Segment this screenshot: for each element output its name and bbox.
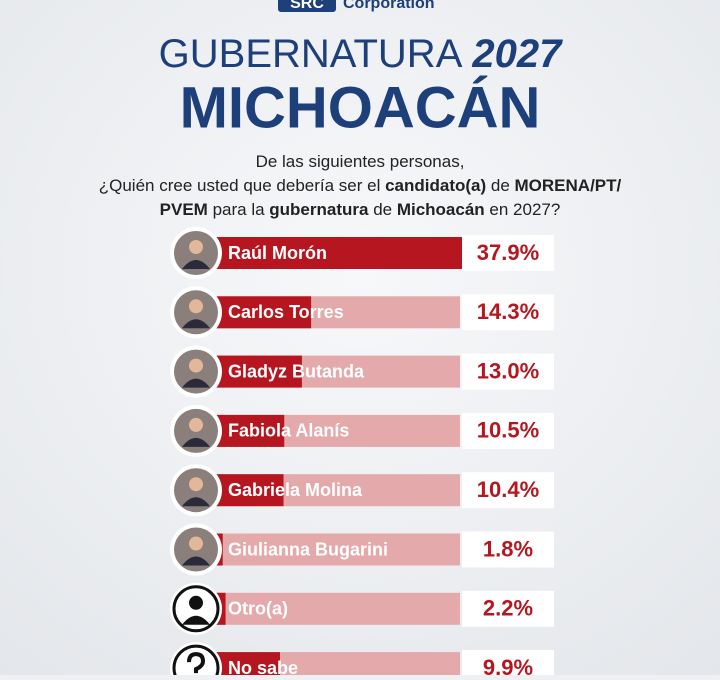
value-box — [462, 294, 554, 331]
question-segment: de — [486, 176, 514, 195]
category-label: Giulianna Bugarini — [228, 539, 388, 559]
category-label: Gabriela Molina — [228, 480, 363, 500]
question-segment: Michoacán — [397, 200, 485, 219]
question-line: PVEM para la gubernatura de Michoacán en… — [160, 200, 561, 219]
title-text: GUBERNATURA — [159, 32, 463, 76]
category-label: No sabe — [228, 658, 298, 675]
avatar-body — [182, 260, 210, 269]
question-segment: ¿Quién cree usted que debería ser el — [99, 176, 385, 195]
bar — [180, 237, 478, 269]
avatar-body — [182, 319, 210, 329]
avatar-head — [189, 358, 203, 373]
question-segment: gubernatura — [269, 200, 369, 219]
bars: 37.9% Raúl Morón 14.3% Carlos Torres 13.0% Gl… — [170, 227, 554, 680]
avatar-head — [189, 417, 203, 432]
question-segment: de — [368, 200, 396, 219]
question-segment: en 2027? — [485, 200, 561, 219]
question-segment: MORENA/PT/ — [515, 176, 622, 195]
subtitle: MICHOACÁN — [180, 75, 541, 140]
avatar-body — [182, 437, 210, 447]
title: GUBERNATURA 2027 — [159, 32, 563, 76]
question: De las siguientes personas, ¿Quién cree u… — [99, 152, 622, 219]
question-segment: PVEM — [160, 200, 208, 219]
category-label: Fabiola Alanís — [228, 421, 349, 441]
value-label: 13.0% — [477, 358, 539, 383]
bar-track — [180, 592, 460, 625]
question-segment: candidato(a) — [385, 176, 486, 195]
value-label: 1.8% — [483, 536, 533, 561]
avatar-body — [182, 615, 210, 625]
value-label: 10.5% — [477, 418, 539, 443]
category-label: Raúl Morón — [228, 243, 327, 263]
question-icon — [187, 652, 206, 674]
question-segment: para la — [208, 200, 269, 219]
value-label: 10.4% — [477, 477, 539, 502]
avatar — [172, 644, 220, 680]
question-line: ¿Quién cree usted que debería ser el can… — [99, 176, 622, 195]
question-line: De las siguientes personas, — [256, 152, 465, 171]
question-segment: De las siguientes personas, — [256, 152, 465, 171]
bar-track — [180, 533, 460, 566]
value-label: 14.3% — [477, 299, 539, 324]
value-box — [462, 235, 554, 271]
value-box — [462, 353, 554, 390]
avatar-body — [182, 497, 210, 507]
avatar-head — [189, 595, 203, 610]
value-label: 2.2% — [483, 596, 533, 621]
value-box — [462, 590, 554, 627]
value-box — [462, 531, 554, 568]
avatar-head — [189, 240, 203, 254]
logo-box — [278, 0, 336, 12]
value-box — [462, 412, 554, 449]
logo: SRC — [290, 0, 324, 12]
category-label: Otro(a) — [228, 599, 288, 619]
value-box — [462, 472, 554, 509]
category-label: Gladyz Butanda — [228, 361, 365, 381]
avatar-head — [189, 477, 203, 492]
avatar-head — [189, 299, 203, 314]
avatar-body — [182, 556, 210, 566]
company: Corporation — [343, 0, 435, 12]
avatar-head — [189, 536, 203, 551]
title-year: 2027 — [471, 32, 563, 76]
value-label: 9.9% — [483, 655, 533, 675]
avatar-body — [182, 378, 210, 388]
value-label: 37.9% — [477, 240, 539, 265]
category-label: Carlos Torres — [228, 302, 344, 322]
